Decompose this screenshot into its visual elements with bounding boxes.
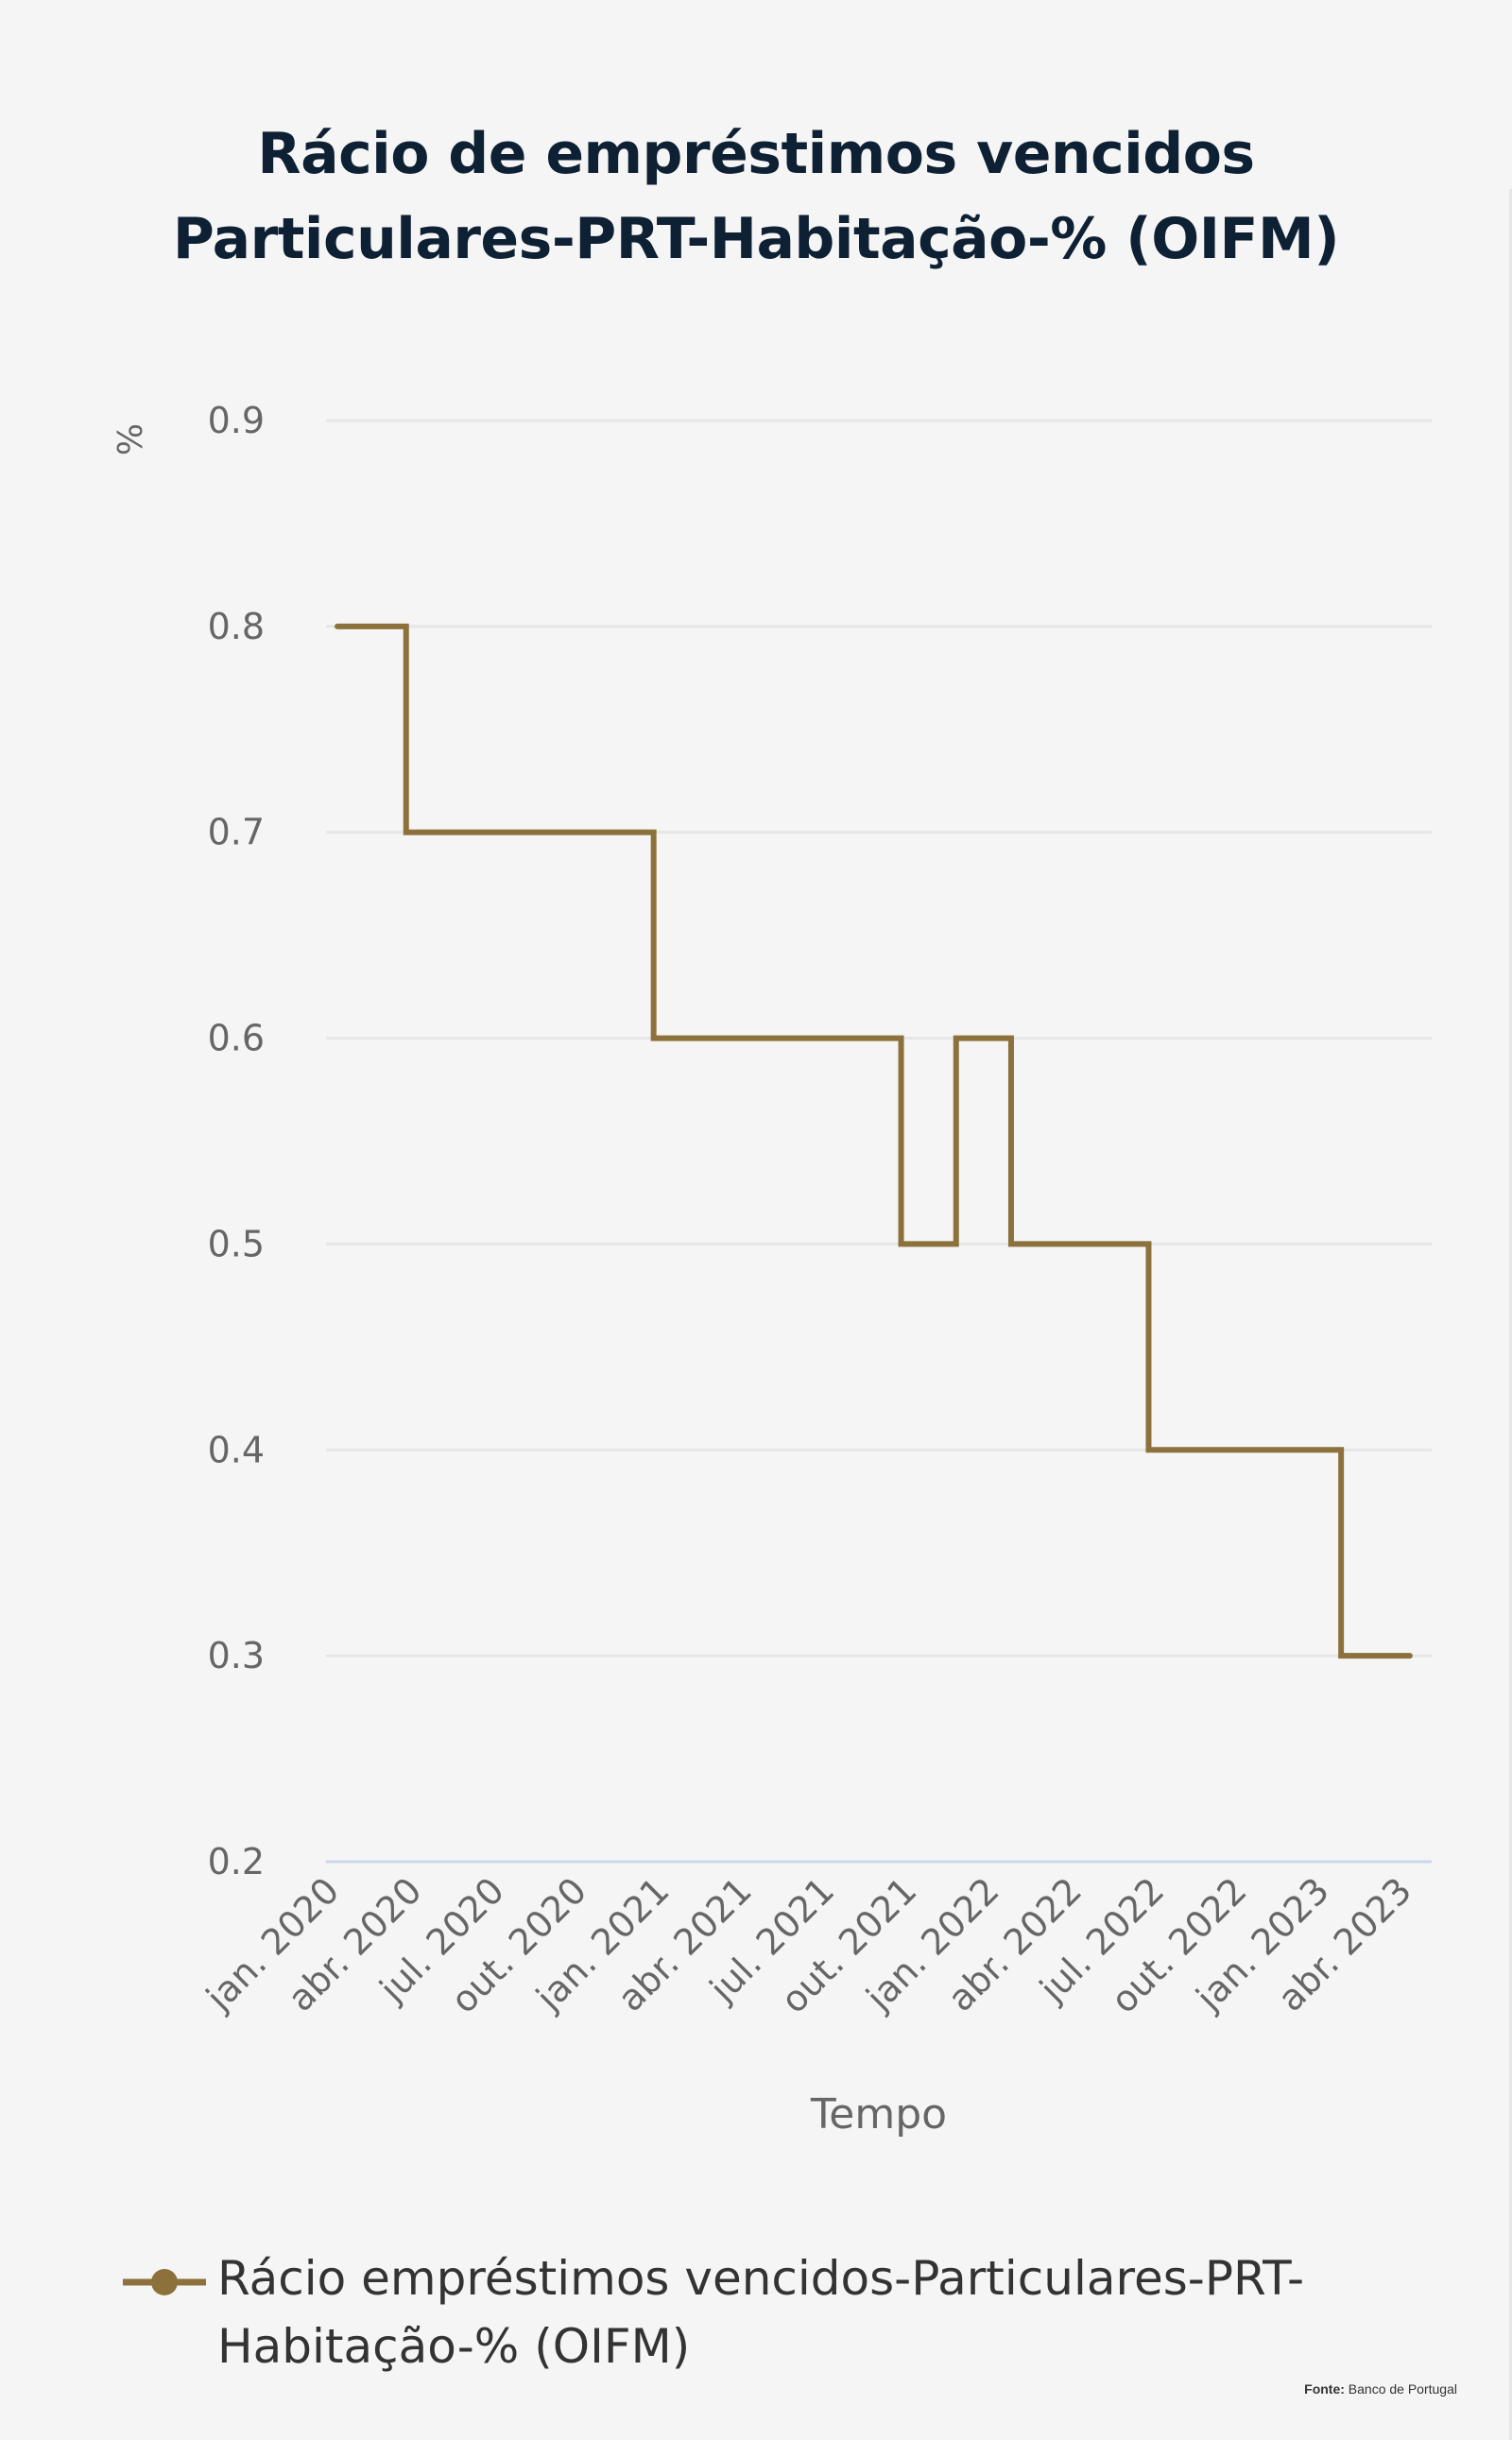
- series-line: [335, 623, 1413, 1659]
- y-tick-label: 0.9: [208, 400, 265, 441]
- y-tick-label: 0.2: [208, 1841, 265, 1882]
- y-axis-title: %: [112, 423, 150, 455]
- source-label: Fonte:: [1304, 2381, 1345, 2397]
- source-note: Fonte: Banco de Portugal: [1304, 2381, 1457, 2397]
- y-tick-label: 0.6: [208, 1018, 265, 1059]
- chart-title-line-1: Rácio de empréstimos vencidos: [257, 121, 1255, 187]
- x-axis-title: Tempo: [810, 2090, 947, 2139]
- chart-legend[interactable]: Rácio empréstimos vencidos-Particulares-…: [119, 2244, 1395, 2380]
- legend-series-label: Rácio empréstimos vencidos-Particulares-…: [217, 2251, 1305, 2374]
- y-tick-label: 0.5: [208, 1223, 265, 1264]
- chart-title: Rácio de empréstimos vencidos Particular…: [0, 112, 1512, 282]
- legend-series-symbol: [123, 2269, 206, 2295]
- y-tick-label: 0.7: [208, 812, 265, 853]
- y-tick-label: 0.3: [208, 1635, 265, 1676]
- y-tick-label: 0.8: [208, 606, 265, 647]
- y-tick-label: 0.4: [208, 1429, 265, 1470]
- chart-title-line-2: Particulares-PRT-Habitação-% (OIFM): [172, 206, 1340, 272]
- right-edge-divider: [1509, 189, 1512, 2440]
- source-text: Banco de Portugal: [1348, 2381, 1457, 2397]
